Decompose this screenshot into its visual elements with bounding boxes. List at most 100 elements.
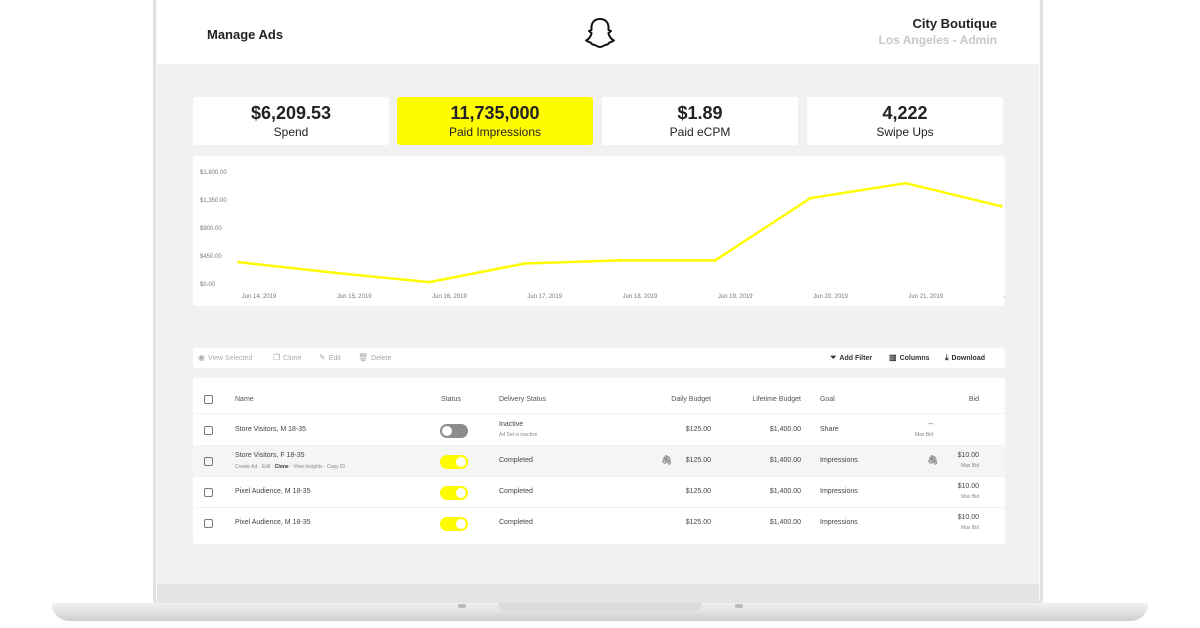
column-header-daily-budget[interactable]: Daily Budget xyxy=(671,396,711,403)
clone-label: Clone xyxy=(283,354,302,362)
stat-label: Spend xyxy=(273,125,309,139)
column-header-lifetime-budget[interactable]: Lifetime Budget xyxy=(752,396,801,403)
x-tick-label: Jun 20, 2019 xyxy=(813,294,848,300)
lifetime-budget: $1,400.00 xyxy=(769,519,801,526)
y-tick-label: $900.00 xyxy=(200,226,222,232)
bid-sub: Max Bid xyxy=(914,432,933,438)
columns-label: Columns xyxy=(899,354,930,362)
data-point[interactable] xyxy=(999,204,1003,208)
column-header-delivery[interactable]: Delivery Status xyxy=(499,396,547,403)
eye-icon: ◉ xyxy=(198,353,205,362)
clone-link[interactable]: Clone xyxy=(274,464,289,470)
laptop-hinge xyxy=(458,604,466,608)
create-ad-link[interactable]: Create Ad xyxy=(235,464,258,470)
clone-icon: ❐ xyxy=(273,353,281,362)
edit-label: Edit xyxy=(328,354,341,362)
daily-budget: $125.00 xyxy=(685,519,711,526)
chart-card: $1,800.00 $1,350.00 $900.00 $450.00 $0.00 Jun… xyxy=(193,156,1005,306)
table-row[interactable]: Pixel Audience, M 18-35 Completed $125.0… xyxy=(193,477,1005,508)
stat-card-paid-impressions[interactable]: 11,735,000 Paid Impressions xyxy=(397,97,593,145)
download-label: Download xyxy=(951,354,985,362)
lifetime-budget: $1,400.00 xyxy=(769,488,801,495)
data-point[interactable] xyxy=(332,271,336,275)
data-point[interactable] xyxy=(428,280,431,284)
column-header-status[interactable]: Status xyxy=(441,396,461,403)
bid-sub: Max Bid xyxy=(960,494,979,500)
status-toggle[interactable] xyxy=(440,517,468,531)
view-selected-label: View Selected xyxy=(207,354,253,362)
account-info[interactable]: City Boutique Los Angeles - Admin xyxy=(879,16,997,47)
paperclip-icon[interactable]: 🖇 xyxy=(661,455,673,465)
series-line[interactable] xyxy=(238,181,1002,284)
goal: Share xyxy=(820,426,839,433)
download-button[interactable]: ⤓ Download xyxy=(945,354,985,362)
table-row[interactable]: Pixel Audience, M 18-35 Completed $125.0… xyxy=(193,508,1005,539)
view-insights-link[interactable]: View Insights xyxy=(293,464,323,470)
clone-button[interactable]: ❐ Clone xyxy=(273,354,301,362)
row-checkbox[interactable] xyxy=(204,426,213,435)
screen: Manage Ads City Boutique Los Angeles - A… xyxy=(157,0,1039,608)
row-actions: Create Ad · Edit · Clone · View Insights… xyxy=(235,464,346,470)
row-checkbox[interactable] xyxy=(204,457,213,466)
ad-set-name[interactable]: Store Visitors, M 18-35 xyxy=(235,426,307,433)
copy-id-link[interactable]: Copy ID xyxy=(326,464,346,470)
x-tick-label: Jun 22, 2019 xyxy=(1004,294,1005,300)
data-point[interactable] xyxy=(237,260,241,264)
columns-icon: ▥ xyxy=(889,353,897,362)
stat-card-paid-ecpm[interactable]: $1.89 Paid eCPM xyxy=(602,97,798,145)
y-tick-label: $0.00 xyxy=(200,282,216,288)
x-tick-label: Jun 15, 2019 xyxy=(337,294,372,300)
y-tick-label: $1,350.00 xyxy=(200,198,227,204)
view-selected-button[interactable]: ◉ View Selected xyxy=(198,354,252,362)
column-header-name[interactable]: Name xyxy=(235,396,254,403)
stat-value: 11,735,000 xyxy=(450,103,540,123)
lifetime-budget: $1,400.00 xyxy=(769,426,801,433)
row-checkbox[interactable] xyxy=(204,519,213,528)
delete-button[interactable]: 🗑 Delete xyxy=(358,354,391,362)
data-point[interactable] xyxy=(713,258,717,262)
y-tick-label: $1,800.00 xyxy=(200,170,227,176)
status-toggle[interactable] xyxy=(440,455,468,469)
data-point[interactable] xyxy=(904,181,908,185)
ad-set-name[interactable]: Store Visitors, F 18-35 xyxy=(235,452,305,459)
data-point[interactable] xyxy=(618,258,622,262)
data-point[interactable] xyxy=(809,196,812,200)
stat-value: $6,209.53 xyxy=(250,103,332,123)
delete-label: Delete xyxy=(371,354,392,362)
account-role: Los Angeles - Admin xyxy=(878,33,997,47)
edit-link[interactable]: Edit xyxy=(261,464,271,470)
ad-set-name[interactable]: Pixel Audience, M 18-35 xyxy=(235,519,311,526)
edit-button[interactable]: ✎ Edit xyxy=(319,354,341,362)
x-tick-label: Jun 16, 2019 xyxy=(432,294,467,300)
row-checkbox[interactable] xyxy=(204,488,213,497)
stat-card-swipe-ups[interactable]: 4,222 Swipe Ups xyxy=(807,97,1003,145)
ads-table: Name Status Delivery Status Daily Budget… xyxy=(193,378,1005,544)
stat-label: Swipe Ups xyxy=(876,125,934,139)
table-row[interactable]: Store Visitors, F 18-35 Create Ad · Edit… xyxy=(193,446,1005,477)
select-all-checkbox[interactable] xyxy=(204,395,213,404)
daily-budget: $125.00 xyxy=(685,488,711,495)
status-toggle[interactable] xyxy=(440,486,468,500)
column-header-goal[interactable]: Goal xyxy=(820,396,835,403)
add-filter-button[interactable]: ⏷ Add Filter xyxy=(830,354,872,362)
data-point[interactable] xyxy=(523,261,527,265)
delivery-status: Completed xyxy=(499,457,533,464)
snapchat-ghost-icon[interactable] xyxy=(582,15,618,51)
y-tick-label: $450.00 xyxy=(200,254,222,260)
table-row[interactable]: Store Visitors, M 18-35 Inactive Ad Set … xyxy=(193,415,1005,446)
bid-value: $10.00 xyxy=(957,514,979,521)
paperclip-icon[interactable]: 🖇 xyxy=(927,455,939,465)
column-header-bid[interactable]: Bid xyxy=(968,396,979,403)
laptop-hinge xyxy=(735,604,743,608)
x-tick-label: Jun 17, 2019 xyxy=(527,294,562,300)
add-filter-label: Add Filter xyxy=(839,354,873,362)
table-toolbar: ◉ View Selected ❐ Clone ✎ Edit 🗑 Delete … xyxy=(193,348,1005,368)
bid-sub: Max Bid xyxy=(960,525,979,531)
columns-button[interactable]: ▥ Columns xyxy=(889,354,930,362)
ad-set-name[interactable]: Pixel Audience, M 18-35 xyxy=(235,488,311,495)
stat-card-spend[interactable]: $6,209.53 Spend xyxy=(193,97,389,145)
pencil-icon: ✎ xyxy=(319,353,326,362)
delivery-status-sub: Ad Set is inactive xyxy=(499,432,538,438)
status-toggle[interactable] xyxy=(440,424,468,438)
delivery-status: Completed xyxy=(499,488,533,495)
